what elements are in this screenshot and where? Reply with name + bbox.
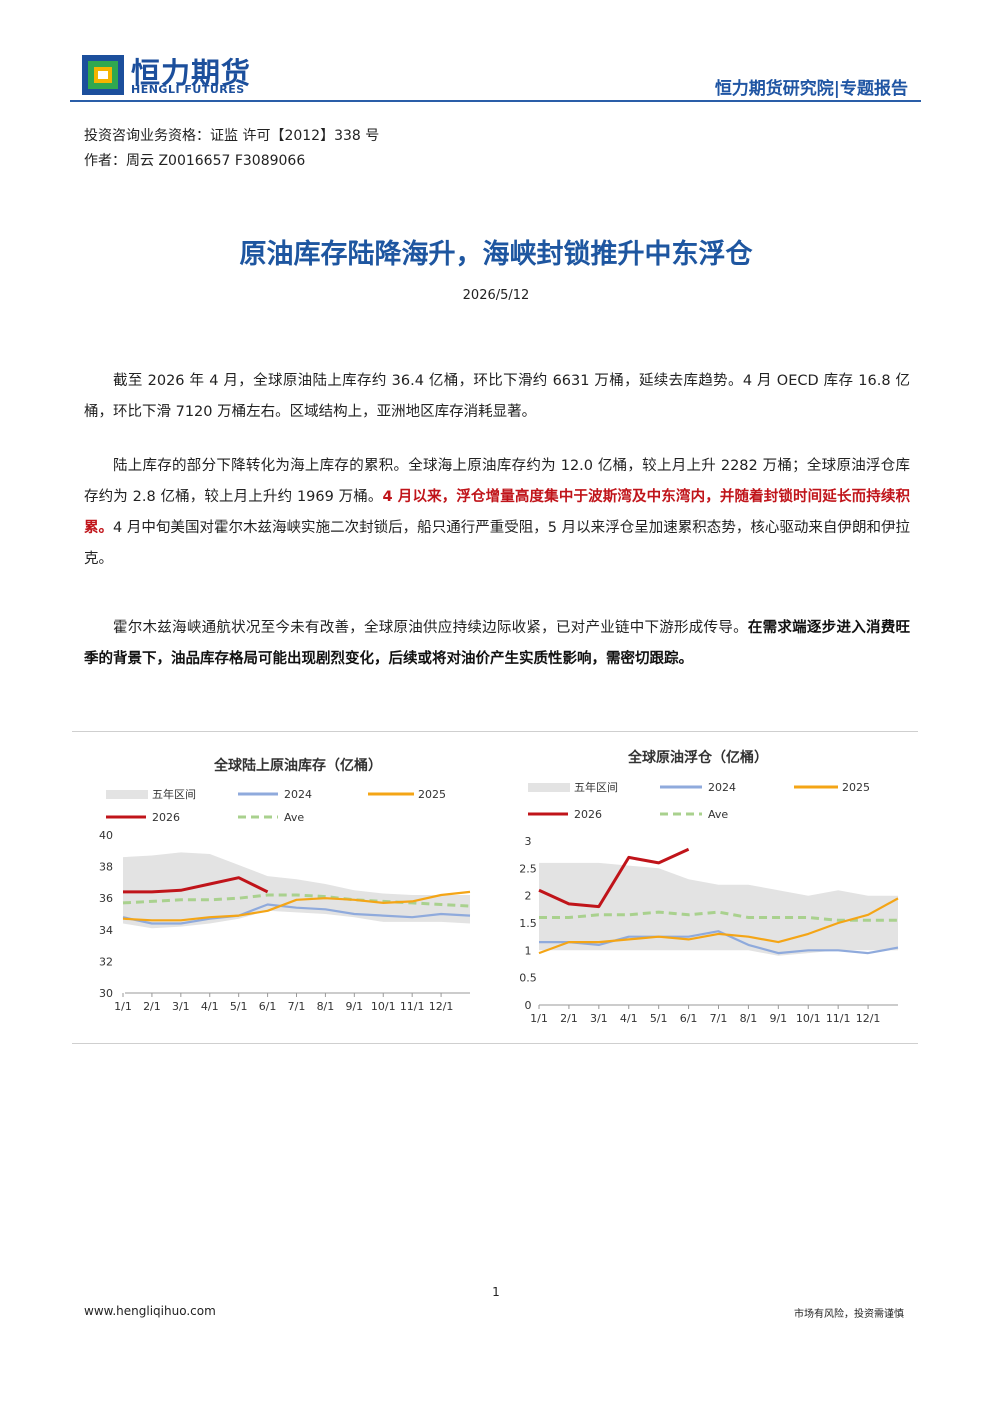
paragraph-2-text-b: 4 月中旬美国对霍尔木兹海峡实施二次封锁后，船只通行严重受阻，5 月以来浮仓呈加…	[84, 520, 910, 567]
series-line-2024	[122, 903, 471, 925]
x-tick-label: 2/1	[143, 1000, 161, 1013]
x-tick-label: 8/1	[740, 1012, 758, 1025]
x-tick-label: 7/1	[288, 1000, 306, 1013]
series-line-2025	[122, 890, 471, 922]
band-1-five-year-range	[539, 862, 898, 956]
footer-risk-notice: 市场有风险，投资需谨慎	[794, 1309, 904, 1320]
x-tick-label: 3/1	[172, 1000, 190, 1013]
header-divider	[70, 100, 921, 102]
series-line-ave	[122, 893, 471, 908]
y-tick-label: 34	[99, 924, 113, 937]
paragraph-1-text: 截至 2026 年 4 月，全球原油陆上库存约 36.4 亿桶，环比下滑约 66…	[84, 373, 910, 420]
legend-label-2026: 2026	[152, 811, 180, 824]
chart-1-legend: 五年区间 2024 2025 2026 Ave	[106, 787, 446, 824]
paragraph-2: 陆上库存的部分下降转化为海上库存的累积。全球海上原油库存约为 12.0 亿桶，较…	[84, 451, 910, 575]
qualification-line: 投资咨询业务资格：证监 许可【2012】338 号	[84, 128, 380, 144]
paragraph-3: 霍尔木兹海峡通航状况至今未有改善，全球原油供应持续边际收紧，已对产业链中下游形成…	[84, 613, 910, 675]
series-line-2026	[123, 876, 269, 894]
series-line-2026	[538, 847, 690, 909]
x-tick-label: 9/1	[769, 1012, 787, 1025]
chart-top-divider	[72, 731, 918, 732]
y-tick-label: 32	[99, 955, 113, 968]
legend-label-band: 五年区间	[152, 787, 196, 801]
report-date: 2026/5/12	[462, 288, 530, 303]
y-tick-label: 3	[525, 835, 532, 848]
page-number: 1	[492, 1285, 500, 1299]
x-tick-label: 5/1	[650, 1012, 668, 1025]
legend-label-ave: Ave	[284, 811, 304, 824]
y-tick-label: 0.5	[519, 972, 537, 985]
legend-label-2024: 2024	[284, 788, 312, 801]
x-tick-label: 6/1	[259, 1000, 277, 1013]
legend-label-2025: 2025	[842, 781, 870, 794]
y-tick-label: 36	[99, 892, 113, 905]
x-tick-label: 4/1	[201, 1000, 219, 1013]
x-tick-label: 10/1	[796, 1012, 821, 1025]
x-tick-label: 1/1	[114, 1000, 132, 1013]
y-tick-label: 0	[525, 999, 532, 1012]
legend-label-2024: 2024	[708, 781, 736, 794]
chart-2-plot: 0 0.5 1 1.5 2 2.5 3 1/1 2/1 3/1 4/1 5/1 6/1 7/1 8/1 9/1…	[519, 835, 899, 1025]
legend-label-2025: 2025	[418, 788, 446, 801]
footer-website[interactable]: www.hengliqihuo.com	[84, 1304, 216, 1318]
y-tick-label: 40	[99, 829, 113, 842]
x-tick-label: 5/1	[230, 1000, 248, 1013]
x-tick-label: 4/1	[620, 1012, 638, 1025]
paragraph-3-bold: 在需求端逐步进入消费旺季的背景下，油品库存格局可能出现剧烈变化，后续或将对油价产…	[84, 620, 911, 667]
x-tick-label: 12/1	[856, 1012, 881, 1025]
logo-icon	[82, 55, 124, 95]
x-tick-label: 8/1	[317, 1000, 335, 1013]
series-line-ave	[539, 910, 898, 922]
legend-label-ave: Ave	[708, 808, 728, 821]
brand-name-cn: 恒力期货	[131, 56, 252, 90]
chart-1-plot: 30 32 34 36 38 40 1/1 2/1 3/1 4/1 5/1 6/1 7/1 8/1 9/1 1…	[99, 829, 471, 1013]
chart-floating-storage: 全球原油浮仓（亿桶） 五年区间 2024 2025 2026 Ave 0 0.5 1…	[519, 749, 899, 1025]
y-tick-label: 2	[525, 890, 532, 903]
chart-1-title: 全球陆上原油库存（亿桶）	[213, 757, 382, 774]
chart-2-title: 全球原油浮仓（亿桶）	[627, 749, 768, 766]
x-tick-label: 11/1	[826, 1012, 851, 1025]
x-tick-label: 7/1	[710, 1012, 728, 1025]
x-tick-label: 11/1	[400, 1000, 425, 1013]
paragraph-2-highlight: 4 月以来，浮仓增量高度集中于波斯湾及中东湾内，并随着封锁时间延长而持续积累。	[84, 489, 910, 536]
page-title: 原油库存陆降海升，海峡封锁推升中东浮仓	[239, 239, 753, 270]
legend-label-2026: 2026	[574, 808, 602, 821]
y-tick-label: 38	[99, 861, 113, 874]
y-tick-label: 1	[525, 944, 532, 957]
paragraph-3-text-a: 霍尔木兹海峡通航状况至今未有改善，全球原油供应持续边际收紧，已对产业链中下游形成…	[113, 620, 748, 636]
author-line: 作者：周云 Z0016657 F3089066	[84, 153, 306, 169]
paragraph-2-text-a: 陆上库存的部分下降转化为海上库存的累积。全球海上原油库存约为 12.0 亿桶，较…	[84, 458, 910, 505]
x-tick-label: 1/1	[530, 1012, 548, 1025]
chart-2-legend: 五年区间 2024 2025 2026 Ave	[528, 780, 870, 821]
x-tick-label: 9/1	[345, 1000, 363, 1013]
legend-swatch-band	[106, 790, 148, 799]
series-line-2025	[538, 897, 899, 955]
brand-name-en: HENGLI FUTURES	[131, 83, 245, 96]
x-tick-label: 3/1	[590, 1012, 608, 1025]
x-tick-label: 12/1	[429, 1000, 454, 1013]
paragraph-1: 截至 2026 年 4 月，全球原油陆上库存约 36.4 亿桶，环比下滑约 66…	[84, 366, 910, 428]
header-report-label: 恒力期货研究院|专题报告	[714, 79, 908, 99]
x-tick-label: 6/1	[680, 1012, 698, 1025]
chart-onshore-inventory: 全球陆上原油库存（亿桶） 五年区间 2024 2025 2026 Ave 303…	[99, 757, 471, 1013]
band-0-five-year-range	[123, 852, 470, 929]
x-tick-label: 2/1	[560, 1012, 578, 1025]
y-tick-label: 1.5	[519, 917, 537, 930]
series-line-2024	[539, 930, 899, 955]
legend-label-band: 五年区间	[574, 780, 618, 794]
legend-swatch-band	[528, 783, 570, 792]
x-tick-label: 10/1	[371, 1000, 396, 1013]
y-tick-label: 30	[99, 987, 113, 1000]
chart-bottom-divider	[72, 1043, 918, 1044]
y-tick-label: 2.5	[519, 862, 537, 875]
